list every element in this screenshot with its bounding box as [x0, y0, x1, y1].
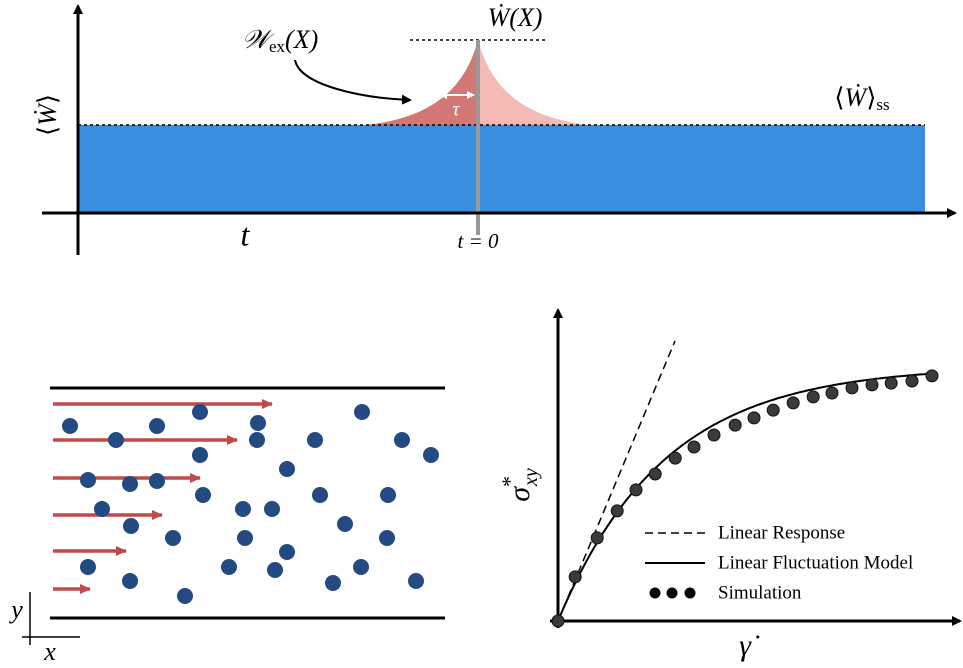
particle	[394, 432, 410, 448]
data-point	[611, 505, 623, 517]
origin-label: t = 0	[457, 229, 499, 253]
particle	[267, 562, 283, 578]
data-point	[729, 419, 741, 431]
particle	[379, 530, 395, 546]
data-point	[787, 397, 799, 409]
particle	[177, 588, 193, 604]
particle	[237, 530, 253, 546]
data-point	[569, 571, 581, 583]
chart-panel: σ*xy γ̇ Linear Response Linear Fluctuati…	[497, 310, 960, 662]
data-point	[688, 441, 700, 453]
particle	[108, 432, 124, 448]
particle	[337, 516, 353, 532]
particle	[123, 518, 139, 534]
tau-label: τ	[452, 99, 460, 121]
flow-panel: y x	[8, 388, 445, 666]
particle	[80, 559, 96, 575]
data-point	[630, 484, 642, 496]
legend-swatch	[685, 588, 696, 599]
legend-label: Linear Response	[718, 522, 845, 543]
data-point	[552, 615, 564, 627]
particle	[307, 432, 323, 448]
data-point	[926, 370, 938, 382]
x-label: t	[241, 216, 251, 252]
particle	[62, 418, 78, 434]
particle	[325, 575, 341, 591]
data-point	[669, 452, 681, 464]
figure: τ 𝒲ex(X) Ẇ(X) ⟨Ẇ⟩ss ⟨Ẇ⟩ t t = 0 y x σ*xy…	[0, 0, 963, 668]
particle	[122, 573, 138, 589]
x-axis-label: x	[43, 637, 56, 666]
particle	[149, 473, 165, 489]
data-point	[866, 379, 878, 391]
x-label: γ̇	[739, 629, 760, 662]
particle	[195, 487, 211, 503]
particle	[165, 530, 181, 546]
particle	[235, 501, 251, 517]
data-point	[649, 468, 661, 480]
particle	[122, 476, 138, 492]
particle	[80, 472, 96, 488]
legend-swatch	[650, 588, 661, 599]
particle	[221, 559, 237, 575]
y-axis-label: y	[8, 595, 23, 624]
data-point	[591, 532, 603, 544]
particle	[94, 501, 110, 517]
data-point	[846, 382, 858, 394]
legend-label: Linear Fluctuation Model	[718, 552, 913, 573]
data-point	[906, 375, 918, 387]
excess-label: 𝒲ex(X)	[242, 25, 319, 56]
particle	[149, 418, 165, 434]
data-point	[807, 391, 819, 403]
steady-label: ⟨Ẇ⟩ss	[834, 83, 889, 114]
data-point	[767, 404, 779, 416]
y-label: ⟨Ẇ⟩	[33, 94, 62, 136]
steady-area	[78, 125, 925, 213]
top-panel: τ 𝒲ex(X) Ẇ(X) ⟨Ẇ⟩ss ⟨Ẇ⟩ t t = 0	[33, 3, 955, 255]
y-label: σ*xy	[497, 468, 542, 502]
particle	[279, 544, 295, 560]
particle	[250, 415, 266, 431]
peak-label: Ẇ(X)	[488, 3, 543, 32]
pointer-arrow	[295, 60, 410, 100]
particle	[192, 404, 208, 420]
data-point	[885, 377, 897, 389]
particle	[423, 447, 439, 463]
particle	[192, 447, 208, 463]
legend-swatch	[667, 588, 678, 599]
data-point	[826, 387, 838, 399]
page: { "top_panel": { "y_label": {"open": "⟨"…	[0, 0, 963, 668]
particle	[312, 487, 328, 503]
excess-right	[478, 40, 590, 125]
particle	[279, 461, 295, 477]
data-point	[708, 429, 720, 441]
particle	[264, 501, 280, 517]
particle	[249, 432, 265, 448]
excess-left	[365, 40, 478, 125]
legend-label: Simulation	[718, 582, 802, 603]
data-point	[748, 412, 760, 424]
particle	[353, 559, 369, 575]
particle	[408, 573, 424, 589]
particle	[380, 487, 396, 503]
particle	[354, 404, 370, 420]
